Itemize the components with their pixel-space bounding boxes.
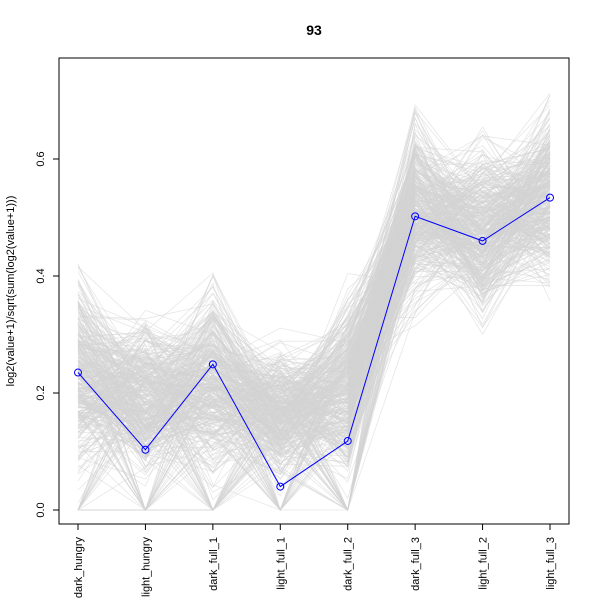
background-line xyxy=(77,129,551,447)
data-point xyxy=(141,445,150,454)
background-line xyxy=(77,92,551,511)
background-line xyxy=(77,211,551,512)
background-line xyxy=(77,180,551,439)
background-line xyxy=(77,246,551,511)
background-line xyxy=(77,212,551,431)
background-line xyxy=(77,194,551,446)
background-line xyxy=(77,148,551,427)
background-line xyxy=(77,153,551,425)
x-tick-label: light_full_1 xyxy=(275,537,287,590)
data-point xyxy=(343,436,352,445)
x-tick-label: dark_hungry xyxy=(73,537,85,599)
background-line xyxy=(77,163,551,511)
background-line xyxy=(77,190,551,511)
background-line xyxy=(77,196,551,426)
background-line xyxy=(77,183,551,511)
y-axis: 0.0 0.2 0.4 0.6 xyxy=(35,151,60,518)
background-line xyxy=(77,145,551,413)
background-line xyxy=(77,154,551,434)
data-point xyxy=(411,212,420,221)
background-line xyxy=(77,148,551,464)
background-line xyxy=(77,130,551,511)
x-tick-label: light_full_3 xyxy=(545,537,557,590)
background-line xyxy=(77,171,551,511)
highlight-line xyxy=(77,197,551,488)
background-line xyxy=(77,148,551,512)
x-tick-label: light_hungry xyxy=(140,537,152,597)
x-tick-label: dark_full_2 xyxy=(343,537,355,591)
background-line xyxy=(77,147,551,511)
y-tick-label: 0.2 xyxy=(35,385,47,400)
background-line xyxy=(77,200,551,442)
data-point xyxy=(208,360,217,369)
data-point xyxy=(546,193,554,202)
data-point xyxy=(276,482,285,491)
y-tick-label: 0.6 xyxy=(35,151,47,166)
background-lines xyxy=(77,92,551,512)
data-point xyxy=(74,368,82,377)
background-line xyxy=(77,154,551,452)
background-line xyxy=(77,162,551,439)
background-line xyxy=(77,206,551,410)
background-line xyxy=(77,190,551,459)
y-axis-label: log2(value+1)/sqrt(sum(log2(value+1))) xyxy=(5,196,17,387)
data-point xyxy=(478,236,487,245)
background-line xyxy=(77,129,551,511)
x-axis: dark_hungry light_hungry dark_full_1 light_… xyxy=(73,523,557,599)
background-line xyxy=(77,209,551,469)
background-line xyxy=(77,171,551,443)
x-tick-label: dark_full_1 xyxy=(208,537,220,591)
x-tick-label: light_full_2 xyxy=(478,537,490,590)
background-line xyxy=(77,133,551,511)
y-tick-label: 0.4 xyxy=(35,268,47,283)
background-line xyxy=(77,190,551,453)
background-line xyxy=(77,185,551,443)
y-tick-label: 0.0 xyxy=(35,502,47,517)
x-tick-label: dark_full_3 xyxy=(410,537,422,591)
background-line xyxy=(77,217,551,512)
background-line xyxy=(77,167,551,427)
background-line xyxy=(77,236,551,512)
background-line xyxy=(77,247,551,415)
chart-title: 93 xyxy=(306,22,322,38)
background-line xyxy=(77,193,551,441)
background-line xyxy=(77,176,551,511)
highlight-series xyxy=(74,193,554,491)
background-line xyxy=(77,122,551,512)
